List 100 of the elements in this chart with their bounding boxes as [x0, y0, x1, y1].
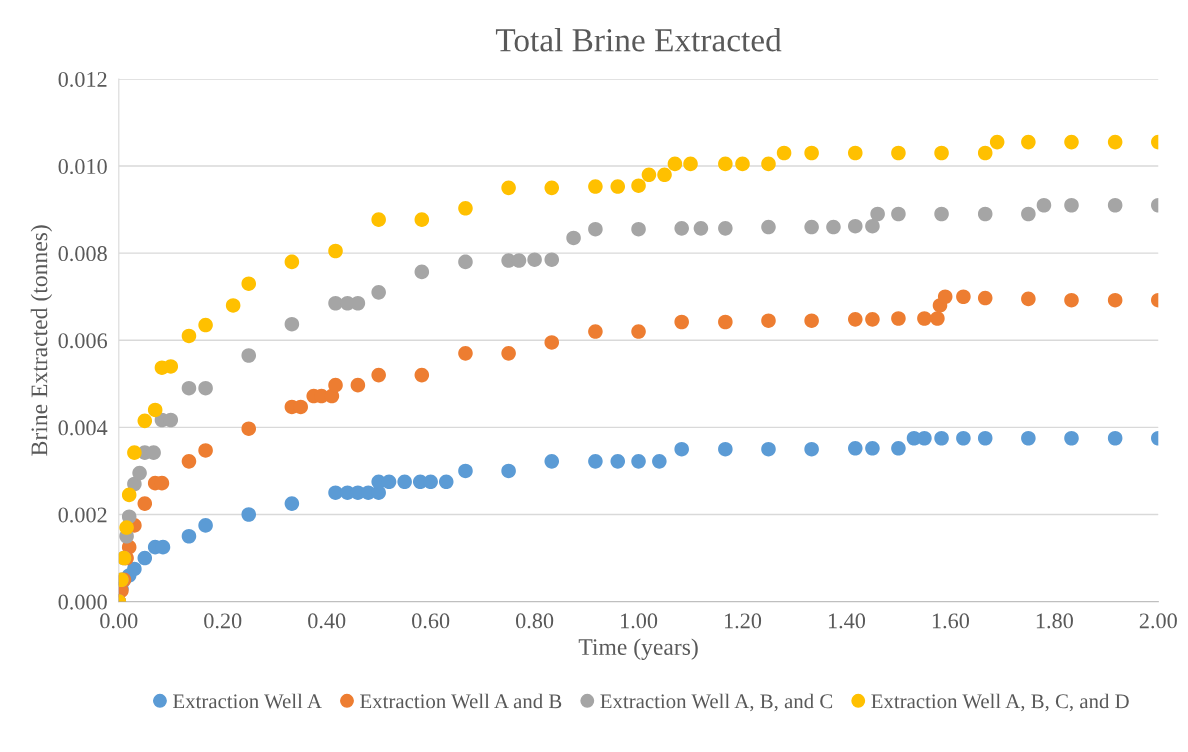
- x-tick-label: 0.20: [204, 613, 242, 629]
- point: [225, 298, 241, 313]
- point: [1107, 134, 1123, 150]
- point: [776, 145, 792, 161]
- point: [527, 252, 542, 267]
- y-tick-label: 0.010: [58, 159, 107, 175]
- y-tick-label: 0.012: [58, 71, 107, 87]
- point: [718, 221, 733, 236]
- x-tick-label: 1.20: [725, 613, 762, 629]
- point: [989, 134, 1005, 150]
- point: [674, 314, 689, 330]
- point: [1064, 292, 1079, 308]
- x-tick-label: 1.00: [621, 613, 658, 629]
- point: [693, 221, 709, 236]
- x-tick-label: 0.80: [516, 613, 554, 629]
- point: [132, 465, 147, 481]
- point: [641, 167, 657, 183]
- point: [198, 443, 213, 458]
- point: [891, 311, 906, 326]
- point: [350, 377, 366, 393]
- point: [1107, 292, 1123, 308]
- point: [544, 252, 560, 267]
- point: [1107, 430, 1123, 446]
- point: [198, 380, 213, 396]
- point: [137, 496, 153, 511]
- point: [718, 156, 733, 172]
- point: [865, 441, 880, 456]
- point: [371, 212, 386, 227]
- point: [652, 454, 667, 469]
- point: [804, 313, 819, 328]
- point: [501, 180, 516, 196]
- point: [147, 402, 163, 418]
- point: [937, 289, 953, 305]
- point: [610, 454, 626, 469]
- point: [977, 145, 993, 161]
- point: [588, 179, 603, 194]
- point: [284, 254, 300, 270]
- point: [181, 380, 197, 396]
- x-tick-label: 0.40: [308, 613, 346, 629]
- point: [718, 314, 733, 330]
- point: [891, 145, 906, 161]
- legend-label: Extraction Well A, B, C, and D: [871, 693, 1129, 712]
- point: [328, 243, 343, 259]
- point: [414, 367, 430, 383]
- point: [1107, 197, 1123, 213]
- point: [198, 317, 213, 333]
- point: [241, 348, 257, 363]
- point: [119, 520, 134, 535]
- point: [848, 145, 863, 161]
- point: [934, 430, 949, 446]
- x-tick-label: 2.00: [1139, 613, 1177, 629]
- point: [631, 454, 646, 469]
- y-tick-label: 0.008: [58, 246, 107, 262]
- point: [631, 178, 646, 193]
- y-tick-label: 0.000: [58, 594, 107, 610]
- point: [181, 454, 197, 469]
- y-tick-label: 0.006: [58, 333, 108, 349]
- point: [934, 206, 949, 222]
- point: [865, 312, 880, 327]
- point: [667, 156, 683, 172]
- point: [683, 156, 698, 172]
- point: [414, 212, 430, 227]
- point: [284, 496, 300, 511]
- point: [674, 441, 689, 457]
- point: [735, 156, 750, 172]
- point: [397, 474, 412, 490]
- point: [761, 156, 776, 172]
- point: [371, 367, 386, 383]
- point: [631, 324, 646, 339]
- point: [284, 316, 300, 332]
- point: [588, 454, 603, 469]
- point: [241, 507, 257, 522]
- point: [1064, 430, 1079, 446]
- point: [610, 179, 626, 194]
- point: [956, 430, 971, 446]
- point: [163, 359, 179, 374]
- point: [977, 206, 993, 222]
- point: [674, 221, 689, 236]
- point: [977, 430, 993, 446]
- point: [371, 285, 386, 300]
- point: [544, 180, 560, 196]
- point: [761, 219, 776, 235]
- point: [241, 421, 257, 436]
- point: [137, 413, 153, 429]
- point: [1036, 197, 1052, 213]
- point: [1021, 206, 1036, 222]
- point: [1021, 430, 1036, 446]
- point: [328, 485, 343, 500]
- point: [977, 290, 993, 306]
- point: [917, 430, 932, 446]
- x-tick-label: 0.60: [412, 613, 450, 629]
- point: [350, 295, 366, 311]
- point: [930, 311, 945, 326]
- point: [328, 377, 343, 393]
- point: [328, 295, 343, 311]
- x-axis-title: Time (years): [578, 638, 698, 660]
- point: [501, 346, 516, 361]
- x-tick-label: 1.40: [828, 613, 866, 629]
- point: [588, 324, 603, 339]
- point: [121, 487, 137, 503]
